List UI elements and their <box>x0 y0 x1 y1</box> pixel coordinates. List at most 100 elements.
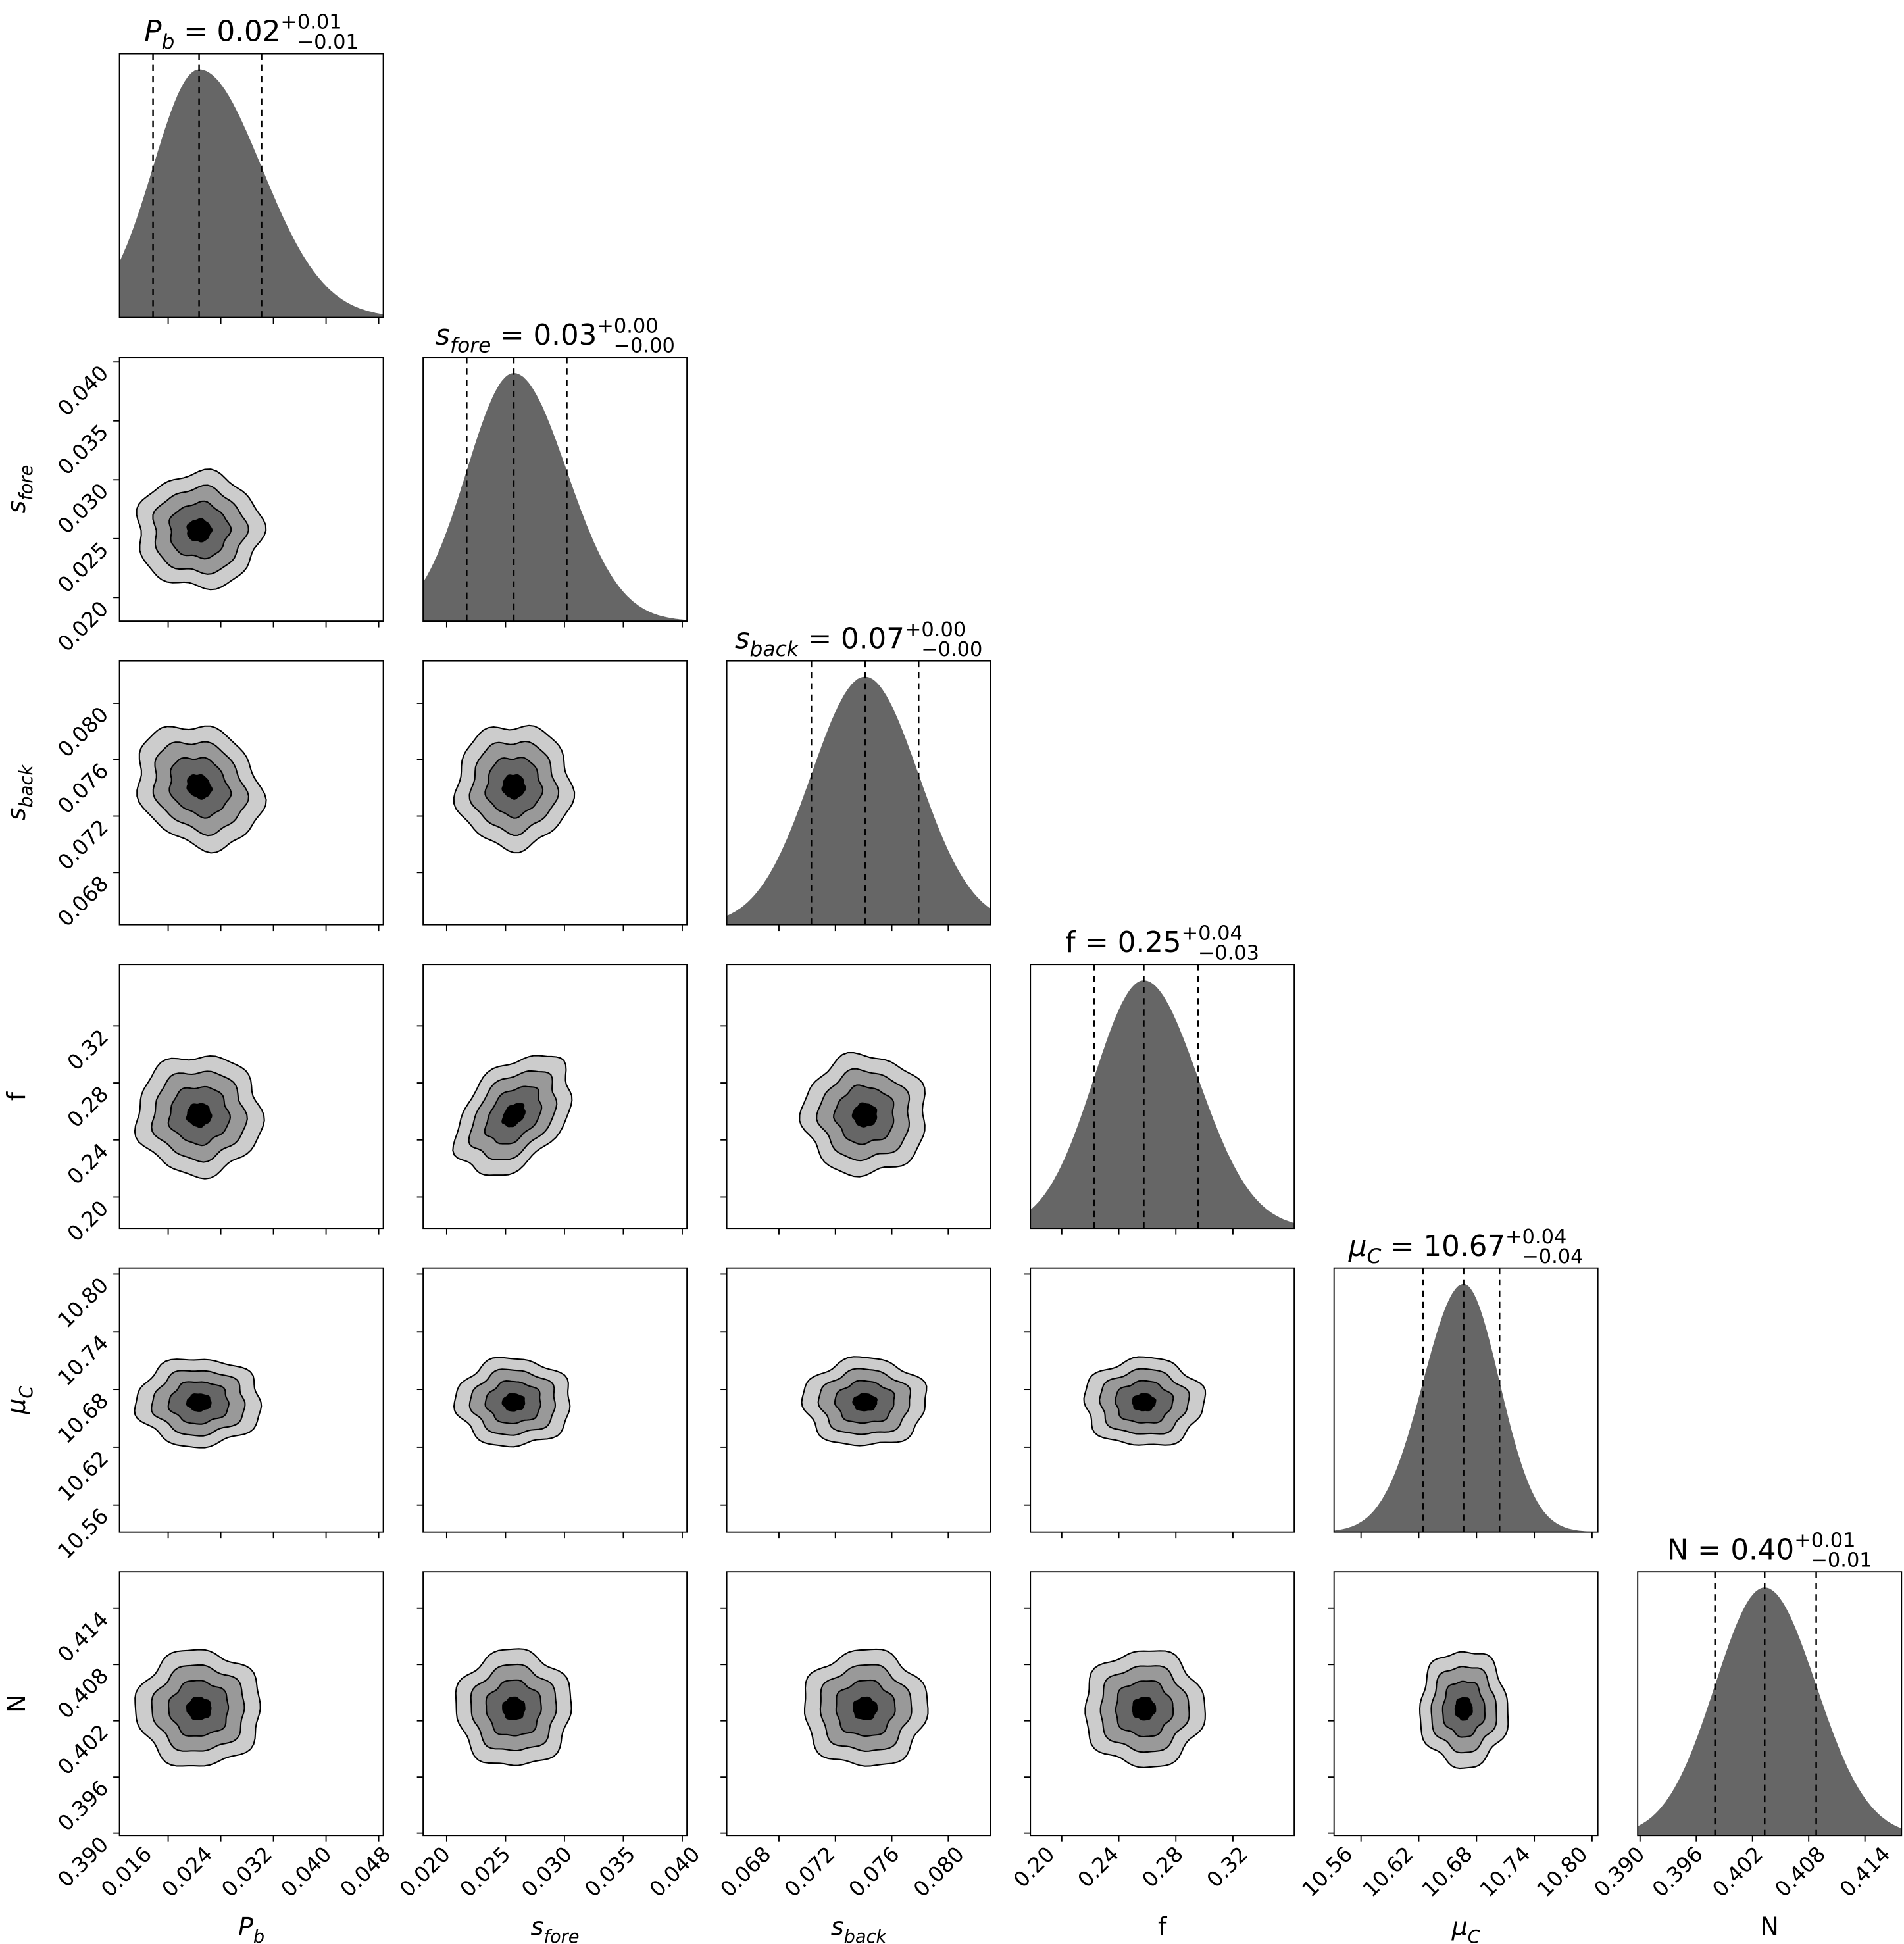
plot-area <box>804 1648 929 1767</box>
y-axis-label-mu_C: μC <box>2 1386 37 1415</box>
panel-frame <box>1333 1571 1599 1837</box>
title-value: = 0.40 <box>1697 1533 1794 1566</box>
title-param: P <box>144 16 162 49</box>
panel-title: Pb = 0.02+0.01 −0.01 <box>144 11 359 54</box>
title-value: = 10.67 <box>1390 1230 1505 1263</box>
title-minus: −0.01 <box>1811 1549 1872 1572</box>
y-tick-label: 0.32 <box>63 1024 113 1075</box>
x-tick-label: 10.80 <box>1532 1841 1593 1902</box>
x-tick-label: 0.390 <box>1589 1841 1649 1902</box>
spacer <box>1381 1230 1390 1263</box>
panel-frame <box>118 53 384 318</box>
title-minus: −0.01 <box>297 31 359 54</box>
contour-level-4 <box>853 1696 878 1720</box>
title-plus: +0.01 <box>280 11 341 34</box>
panel-title: sback = 0.07+0.00 −0.00 <box>735 618 983 661</box>
x-tick-label: 0.080 <box>909 1841 969 1902</box>
plot-area <box>455 1648 572 1766</box>
title-minus: −0.00 <box>614 335 675 358</box>
histogram-fill <box>726 676 991 925</box>
x-tick-label: 0.032 <box>216 1841 277 1902</box>
histogram-fill <box>1030 980 1295 1229</box>
plot-area <box>136 725 267 854</box>
plot-area <box>423 357 688 622</box>
title-plus: +0.00 <box>597 314 658 337</box>
plot-area <box>1334 1268 1598 1532</box>
plot-area <box>136 468 267 591</box>
panel-frame <box>422 660 688 926</box>
x-tick-label: 10.62 <box>1358 1841 1418 1902</box>
x-axis-label-mu_C: μC <box>1451 1912 1480 1944</box>
title-plus: +0.00 <box>905 618 966 641</box>
y-tick-label: 0.035 <box>53 419 113 480</box>
label-main: f <box>1158 1912 1168 1941</box>
y-tick-label: 0.025 <box>53 537 113 597</box>
label-main: N <box>2 1695 31 1713</box>
y-axis-label-N: N <box>2 1695 31 1713</box>
panel-frame <box>118 964 384 1230</box>
contour-level-4 <box>186 1697 212 1720</box>
contour-level-4 <box>186 1103 213 1128</box>
histogram-fill <box>423 373 688 622</box>
contour-panel-f-mu_C <box>1024 1267 1295 1539</box>
plot-area <box>134 1055 265 1180</box>
title-param: s <box>735 623 750 656</box>
panel-frame <box>422 964 688 1230</box>
label-main: μ <box>2 1399 31 1415</box>
y-tick-label: 10.56 <box>53 1503 113 1564</box>
y-tick-label: 10.62 <box>53 1446 113 1507</box>
title-param: N <box>1667 1533 1689 1566</box>
y-tick-label: 0.030 <box>53 478 113 539</box>
plot-area <box>1030 964 1295 1229</box>
x-tick-label: 0.030 <box>516 1841 577 1902</box>
x-tick-label: 0.040 <box>276 1841 337 1902</box>
spacer <box>174 16 184 49</box>
histogram-panel-s_fore: sfore = 0.03+0.00 −0.00 <box>422 314 688 628</box>
x-axis-label-s_back: sback <box>831 1912 888 1944</box>
plot-area <box>1083 1356 1207 1446</box>
label-main: s <box>531 1912 544 1941</box>
plot-area <box>134 1649 261 1767</box>
y-tick-label: 0.408 <box>53 1663 113 1724</box>
title-param: μ <box>1348 1230 1367 1263</box>
title-value: = 0.02 <box>184 16 280 49</box>
y-tick-label: 0.396 <box>53 1776 113 1836</box>
title-param-sub: back <box>750 637 800 661</box>
contour-level-4 <box>186 1393 212 1412</box>
panel-title: sfore = 0.03+0.00 −0.00 <box>435 314 674 357</box>
title-plus: +0.01 <box>1794 1529 1855 1552</box>
panel-frame <box>422 1571 688 1837</box>
title-value: = 0.07 <box>808 623 905 656</box>
plot-area <box>799 1052 926 1178</box>
y-tick-label: 10.80 <box>53 1272 113 1333</box>
contour-level-4 <box>851 1102 878 1128</box>
panel-title: f = 0.25+0.04 −0.03 <box>1065 922 1259 964</box>
plot-area <box>119 53 384 318</box>
label-main: P <box>238 1912 253 1941</box>
spacer <box>799 623 808 656</box>
contour-panel-s_back-mu_C <box>720 1267 991 1539</box>
histogram-panel-f: f = 0.25+0.04 −0.03 <box>1030 922 1295 1235</box>
x-tick-label: 0.24 <box>1073 1841 1124 1892</box>
y-tick-label: 0.402 <box>53 1719 113 1780</box>
plot-area <box>452 1055 573 1176</box>
contour-panel-P_b-f: 0.20 0.24 0.28 0.32 <box>63 964 384 1247</box>
contour-level-4 <box>501 774 526 800</box>
x-axis-label-P_b: Pb <box>238 1912 264 1944</box>
panel-frame <box>726 1267 991 1533</box>
y-tick-label: 0.068 <box>53 871 113 932</box>
x-tick-label: 10.68 <box>1417 1841 1478 1902</box>
histogram-fill <box>1334 1284 1598 1532</box>
label-sub: fore <box>16 465 37 501</box>
histogram-panel-s_back: sback = 0.07+0.00 −0.00 <box>726 618 991 932</box>
label-main: f <box>2 1091 31 1101</box>
plot-area <box>453 724 576 854</box>
x-tick-label: 0.072 <box>780 1841 840 1902</box>
label-sub: back <box>16 764 37 808</box>
x-tick-label: 0.32 <box>1202 1841 1253 1892</box>
x-tick-label: 0.402 <box>1707 1841 1768 1902</box>
label-main: N <box>1761 1912 1779 1941</box>
plot-area <box>726 660 991 925</box>
